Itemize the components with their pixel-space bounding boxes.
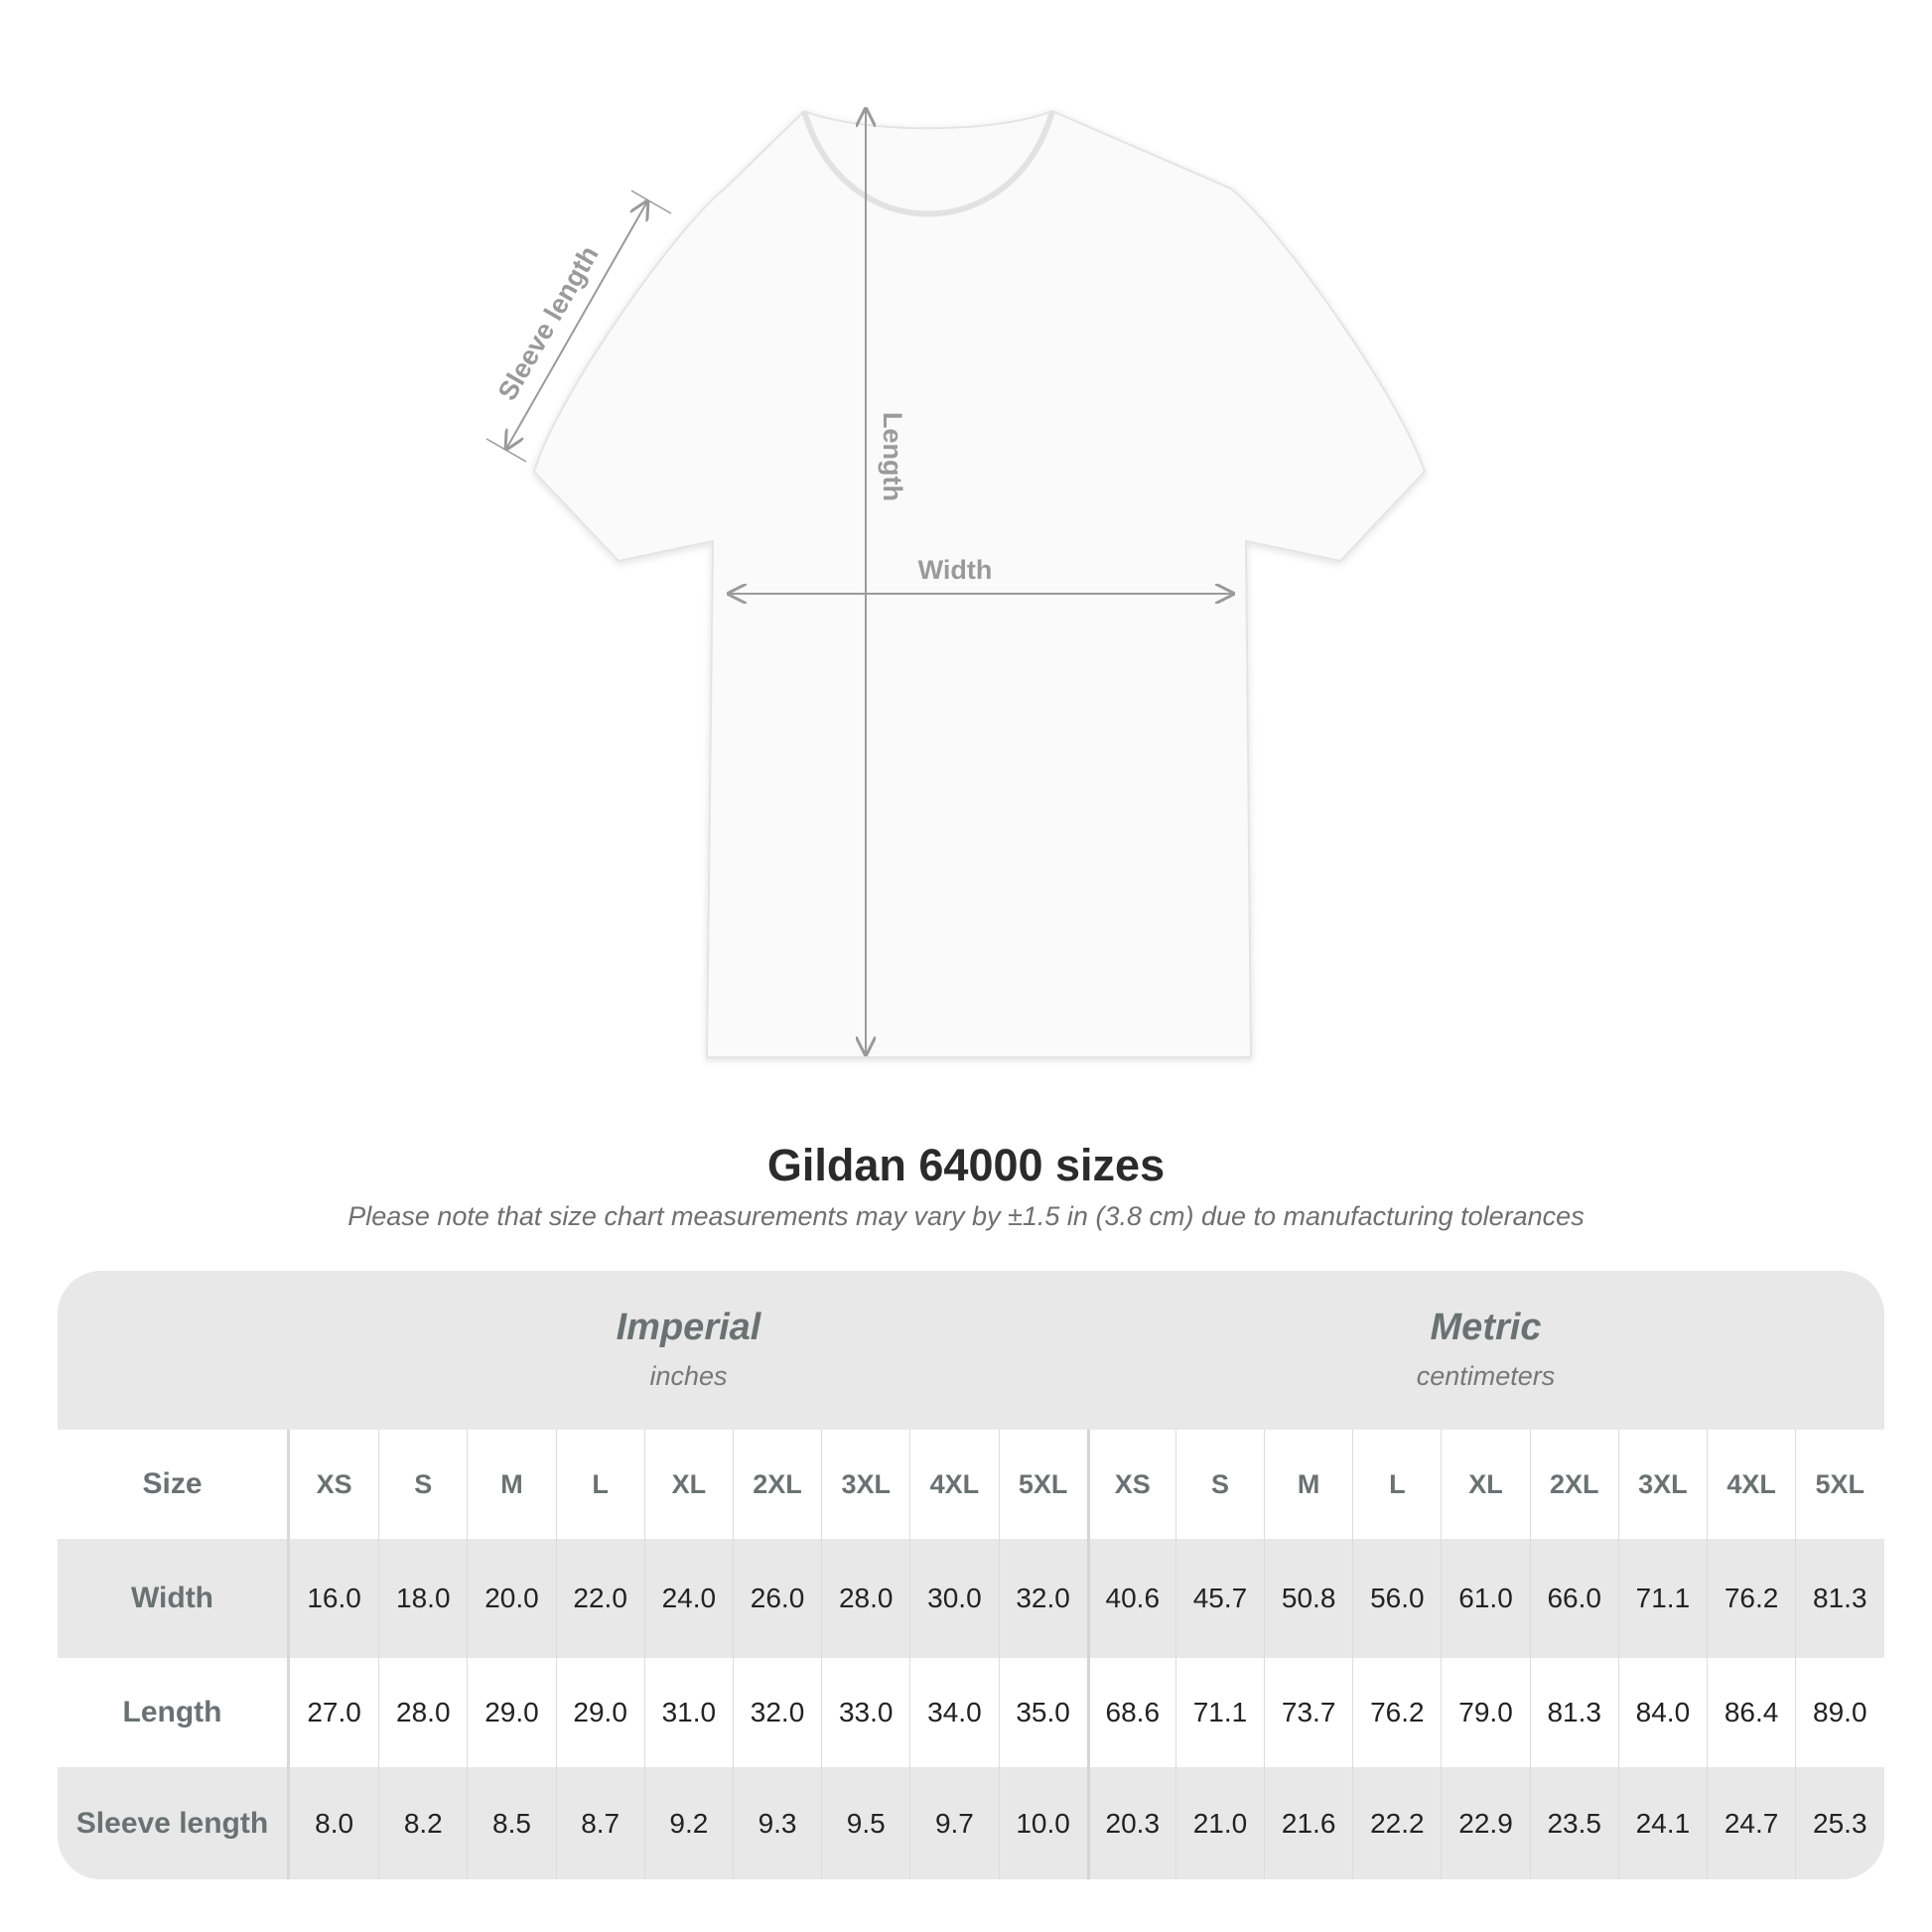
size-header-cell: 4XL	[1707, 1430, 1795, 1539]
value-cell: 56.0	[1352, 1539, 1441, 1658]
value-cell: 32.0	[732, 1658, 821, 1767]
value-cell: 25.3	[1795, 1767, 1883, 1879]
tshirt-diagram: Width Length Sleeve length	[485, 0, 1427, 1058]
tolerance-note: Please note that size chart measurements…	[347, 1201, 1585, 1231]
size-header-cell: 5XL	[998, 1430, 1087, 1539]
value-cell: 24.1	[1617, 1767, 1707, 1879]
value-cell: 84.0	[1617, 1658, 1707, 1767]
value-cell: 61.0	[1441, 1539, 1529, 1658]
chart-title: Gildan 64000 sizes	[766, 1140, 1166, 1190]
value-cell: 24.7	[1707, 1767, 1795, 1879]
size-header-cell: 3XL	[821, 1430, 909, 1539]
value-cell: 22.0	[555, 1539, 644, 1658]
value-cell: 16.0	[307, 1583, 361, 1613]
size-header-cell: XL	[643, 1430, 733, 1539]
value-cell: 33.0	[821, 1658, 909, 1767]
value-cell: 27.0	[307, 1697, 361, 1727]
value-cell: 71.1	[1174, 1658, 1264, 1767]
metric-unit: centimeters	[1416, 1361, 1556, 1391]
value-cell: 8.7	[555, 1767, 644, 1879]
value-cell: 9.7	[909, 1767, 998, 1879]
table-row: Sleeve length 8.0 8.2 8.5 8.7 9.2 9.3 9.5 9.7 10.…	[58, 1767, 1884, 1879]
value-cell: 40.6	[1086, 1539, 1175, 1658]
size-row: Size XS S M L XL 2XL 3XL 4XL 5XL XS S M L XL 2XL 3XL 4XL 5…	[58, 1430, 1884, 1539]
value-cell: 26.0	[732, 1539, 821, 1658]
row-label: Sleeve length	[58, 1767, 290, 1879]
size-header-cell: 2XL	[1529, 1430, 1618, 1539]
imperial-header: Imperial inches	[290, 1271, 1087, 1430]
size-header-cell: S	[378, 1430, 467, 1539]
value-cell: 18.0	[378, 1539, 467, 1658]
size-header-cell: 4XL	[909, 1430, 998, 1539]
value-cell: 32.0	[998, 1539, 1087, 1658]
size-header-cell: L	[555, 1430, 644, 1539]
size-header-cell: L	[1352, 1430, 1441, 1539]
size-table: Imperial inches Metric centimeters Size X…	[58, 1271, 1884, 1879]
value-cell: 9.3	[732, 1767, 821, 1879]
row-label: Size	[58, 1430, 290, 1539]
value-cell: 45.7	[1174, 1539, 1264, 1658]
value-cell: 28.0	[821, 1539, 909, 1658]
value-cell: 81.3	[1795, 1539, 1883, 1658]
value-cell: 22.2	[1352, 1767, 1441, 1879]
metric-label: Metric	[1430, 1307, 1542, 1348]
table-row: Width 16.0 18.0 20.0 22.0 24.0 26.0 28.0 30.0 32.…	[58, 1539, 1884, 1658]
value-cell: 30.0	[909, 1539, 998, 1658]
value-cell: 73.7	[1264, 1658, 1352, 1767]
metric-header: Metric centimeters	[1087, 1271, 1884, 1430]
value-cell: 89.0	[1795, 1658, 1883, 1767]
value-cell: 31.0	[643, 1658, 733, 1767]
value-cell: 66.0	[1529, 1539, 1618, 1658]
value-cell: 79.0	[1441, 1658, 1529, 1767]
value-cell: 9.5	[821, 1767, 909, 1879]
value-cell: 22.9	[1441, 1767, 1529, 1879]
value-cell: 81.3	[1529, 1658, 1618, 1767]
value-cell: 20.3	[1086, 1767, 1175, 1879]
row-label: Width	[58, 1539, 290, 1658]
size-header-cell: XS	[316, 1468, 352, 1499]
value-cell: 68.6	[1086, 1658, 1175, 1767]
value-cell: 35.0	[998, 1658, 1087, 1767]
size-header-cell: 5XL	[1795, 1430, 1883, 1539]
size-header-cell: XL	[1441, 1430, 1529, 1539]
size-header-cell: 2XL	[732, 1430, 821, 1539]
size-header-cell: M	[1264, 1430, 1352, 1539]
value-cell: 8.0	[315, 1807, 354, 1839]
value-cell: 29.0	[555, 1658, 644, 1767]
value-cell: 86.4	[1707, 1658, 1795, 1767]
value-cell: 76.2	[1352, 1658, 1441, 1767]
value-cell: 8.2	[378, 1767, 467, 1879]
value-cell: 9.2	[643, 1767, 733, 1879]
value-cell: 50.8	[1264, 1539, 1352, 1658]
size-header-cell: XS	[1086, 1430, 1175, 1539]
size-header-cell: S	[1174, 1430, 1264, 1539]
table-row: Length 27.0 28.0 29.0 29.0 31.0 32.0 33.0 34.0 35…	[58, 1658, 1884, 1767]
value-cell: 8.5	[467, 1767, 555, 1879]
width-label: Width	[918, 555, 993, 585]
row-label: Length	[58, 1658, 290, 1767]
value-cell: 21.6	[1264, 1767, 1352, 1879]
value-cell: 34.0	[909, 1658, 998, 1767]
value-cell: 21.0	[1174, 1767, 1264, 1879]
size-header-cell: M	[467, 1430, 555, 1539]
value-cell: 76.2	[1707, 1539, 1795, 1658]
sleeve-arrow	[506, 202, 647, 449]
value-cell: 24.0	[643, 1539, 733, 1658]
imperial-label: Imperial	[616, 1307, 761, 1348]
value-cell: 10.0	[998, 1767, 1087, 1879]
value-cell: 20.0	[467, 1539, 555, 1658]
size-header-cell: 3XL	[1617, 1430, 1707, 1539]
value-cell: 29.0	[467, 1658, 555, 1767]
value-cell: 28.0	[378, 1658, 467, 1767]
value-cell: 23.5	[1529, 1767, 1618, 1879]
collar	[801, 110, 1055, 217]
imperial-unit: inches	[649, 1361, 728, 1391]
value-cell: 71.1	[1617, 1539, 1707, 1658]
length-label: Length	[878, 412, 907, 501]
